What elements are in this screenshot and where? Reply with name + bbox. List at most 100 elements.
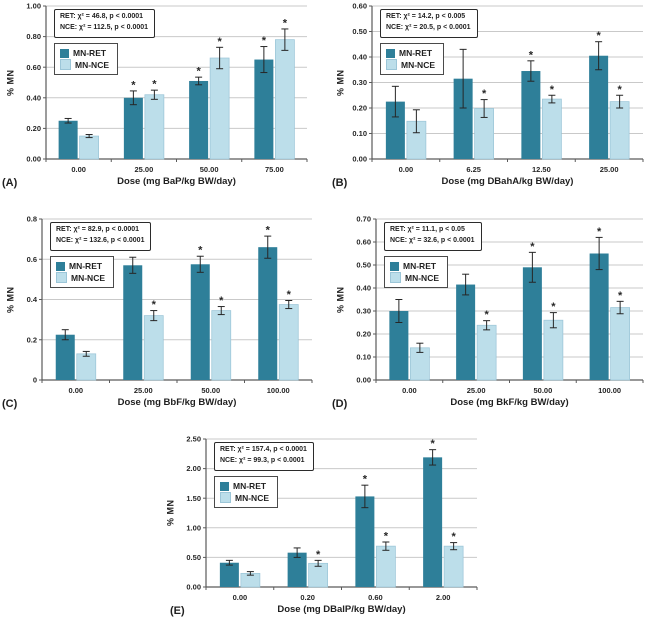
y-tick-label: 0.00	[26, 155, 41, 164]
bar	[189, 80, 209, 159]
significance-asterisk: *	[529, 49, 534, 61]
significance-asterisk: *	[482, 88, 487, 100]
y-axis-title: % MN	[5, 69, 16, 96]
y-tick-label: 0.20	[356, 330, 371, 339]
bar	[543, 319, 564, 381]
bar	[453, 78, 473, 159]
bar	[589, 253, 609, 380]
bar	[589, 55, 609, 159]
y-tick-labels: 0.00 0.50 1.00 1.50 2.00 2.50	[186, 435, 201, 592]
panel-d: 0.00 0.10 0.20 0.30 0.40 0.50 0.60 0.70 * * * * * 0.0…	[330, 208, 651, 411]
chart-b: 0.00 0.10 0.20 0.30 0.40 0.50 0.60 * * * * * 0.00 6.2…	[352, 2, 644, 174]
x-tick-label: 50.00	[201, 386, 220, 395]
y-tick-label: 0.30	[352, 78, 367, 87]
bar	[389, 311, 409, 380]
error-bars	[61, 235, 293, 357]
y-tick-label: 0.00	[186, 583, 201, 592]
bar	[190, 264, 210, 380]
significance-markers: * * * * * *	[131, 17, 288, 91]
x-tick-label: 75.00	[265, 165, 284, 174]
bar	[287, 552, 307, 587]
legend-swatch-ret	[386, 48, 395, 58]
legend-item-nce: MN-NCE	[56, 272, 105, 283]
bar	[278, 304, 299, 381]
y-tick-label: 0.50	[352, 27, 367, 36]
legend: MN-RET MN-NCE	[54, 43, 118, 75]
legend: MN-RET MN-NCE	[380, 43, 444, 75]
legend-item-label: MN-RET	[399, 48, 433, 58]
significance-asterisk: *	[131, 79, 136, 91]
panel-c: 0 0.2 0.4 0.6 0.8 * * * * * * 0.00 25.00 50.00 100.00%…	[0, 208, 330, 411]
bar	[443, 545, 464, 588]
legend-item-ret: MN-RET	[56, 261, 105, 271]
chart-d: 0.00 0.10 0.20 0.30 0.40 0.50 0.60 0.70 * * * * * 0.0…	[356, 215, 644, 395]
y-axis-title: % MN	[5, 286, 16, 313]
panel-label: (E)	[170, 605, 185, 617]
legend-swatch-ret	[56, 261, 65, 271]
x-tick-label: 12.50	[532, 165, 551, 174]
bars-mn-ret	[219, 457, 443, 587]
x-tick-label: 100.00	[267, 386, 290, 395]
legend-swatch-nce	[390, 272, 401, 283]
y-tick-label: 0.10	[356, 353, 371, 362]
legend-swatch-ret	[390, 261, 399, 271]
x-axis-title: Dose (mg DBalP/kg BW/day)	[277, 604, 406, 615]
legend-item-nce: MN-NCE	[390, 272, 439, 283]
bar	[209, 57, 230, 160]
legend-swatch-nce	[386, 59, 397, 70]
significance-asterisk: *	[597, 226, 602, 238]
y-tick-label: 2.50	[186, 435, 201, 444]
y-tick-label: 0.60	[356, 238, 371, 247]
legend-swatch-nce	[60, 59, 71, 70]
bar	[355, 496, 375, 587]
significance-asterisk: *	[363, 474, 368, 486]
chart-c: 0 0.2 0.4 0.6 0.8 * * * * * * 0.00 25.00 50.00 100.00	[27, 215, 313, 395]
significance-asterisk: *	[430, 438, 435, 450]
y-tick-label: 0.50	[356, 261, 371, 270]
significance-markers: * * * * *	[484, 226, 623, 321]
bar	[254, 59, 274, 159]
y-tick-label: 0.40	[26, 93, 41, 102]
significance-markers: * * * * *	[482, 30, 623, 100]
significance-asterisk: *	[219, 295, 224, 307]
stats-line-ret: RET: χ² = 11.1, p < 0.05	[390, 226, 465, 233]
significance-asterisk: *	[131, 246, 136, 258]
error-bars	[225, 449, 458, 576]
stats-line-nce: NCE: χ² = 20.5, p < 0.0001	[386, 23, 471, 31]
stats-box: RET: χ² = 11.1, p < 0.05 NCE: χ² = 32.6, …	[384, 222, 482, 251]
bar	[610, 307, 630, 381]
legend-swatch-ret	[60, 48, 69, 58]
significance-asterisk: *	[152, 299, 157, 311]
legend-item-label: MN-NCE	[75, 59, 109, 70]
stats-line-ret: RET: χ² = 46.8, p < 0.0001	[60, 13, 144, 20]
x-tick-label: 0.00	[402, 386, 417, 395]
y-tick-label: 0.6	[27, 255, 37, 264]
bar	[376, 545, 396, 588]
significance-asterisk: *	[484, 309, 489, 321]
legend-item-ret: MN-RET	[390, 261, 439, 271]
x-tick-label: 25.00	[134, 386, 153, 395]
significance-asterisk: *	[198, 245, 203, 257]
bar	[58, 120, 78, 159]
legend-item-nce: MN-NCE	[220, 492, 269, 503]
bar	[308, 562, 328, 588]
bar	[542, 98, 562, 160]
bars-mn-ret	[389, 253, 609, 380]
x-tick-labels: 0.00 6.25 12.50 25.00	[399, 165, 619, 174]
y-tick-label: 0.40	[352, 53, 367, 62]
y-tick-label: 0.00	[352, 155, 367, 164]
y-tick-label: 0.10	[352, 129, 367, 138]
legend-item-label: MN-NCE	[235, 492, 269, 503]
x-axis-title: Dose (mg BaP/kg BW/day)	[117, 176, 236, 187]
y-tick-label: 2.00	[186, 464, 201, 473]
legend-swatch-nce	[56, 272, 67, 283]
stats-line-nce: NCE: χ² = 32.6, p < 0.0001	[390, 236, 475, 244]
x-tick-labels: 0.00 25.00 50.00 75.00	[71, 165, 283, 174]
error-bars	[391, 41, 624, 134]
x-axis-title: Dose (mg BbF/kg BW/day)	[117, 397, 237, 408]
x-tick-label: 100.00	[598, 386, 621, 395]
significance-asterisk: *	[196, 66, 201, 78]
legend-swatch-ret	[220, 481, 229, 491]
bar	[211, 310, 232, 381]
